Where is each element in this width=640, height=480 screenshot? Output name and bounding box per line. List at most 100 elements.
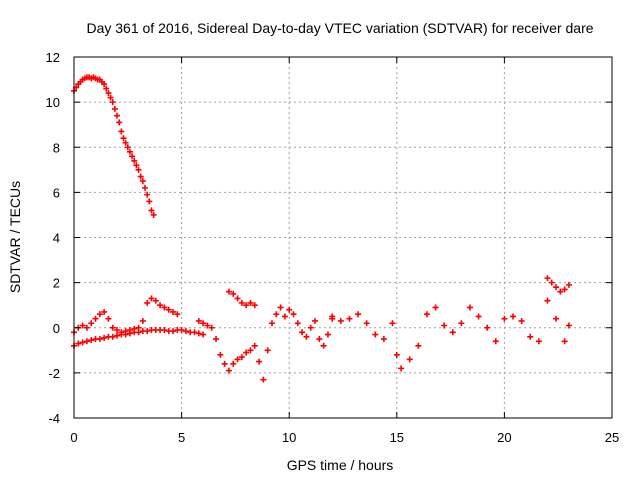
data-point [264,347,271,354]
data-point [363,320,370,327]
data-point [150,211,157,218]
data-point [221,360,228,367]
y-tick-label: 12 [46,50,60,65]
data-point [277,304,284,311]
data-point [307,324,314,331]
series-group [195,304,336,383]
data-point [109,99,116,106]
data-point [200,331,207,338]
data-point [329,313,336,320]
data-point [553,315,560,322]
data-point [118,329,125,336]
x-tick-label: 0 [70,430,77,445]
data-point [114,327,121,334]
data-point [135,324,142,331]
data-point [144,191,151,198]
data-point [389,320,396,327]
data-point [548,279,555,286]
data-point [432,304,439,311]
data-point [213,336,220,343]
x-tick-label: 10 [282,430,296,445]
data-point [126,327,133,334]
data-point [139,178,146,185]
data-point [114,112,121,119]
tick-layer: 0 5 10 15 20 25 -4 -2 0 2 4 6 8 10 12 [46,50,620,445]
data-point [101,81,108,88]
data-point [544,297,551,304]
data-point [92,315,99,322]
data-point [380,336,387,343]
data-point [169,328,176,335]
data-point [230,290,237,297]
data-point [423,311,430,318]
series-group [71,327,207,349]
data-point [247,299,254,306]
y-tick-label: -4 [48,411,60,426]
data-point [103,85,110,92]
data-point [142,184,149,191]
series-group [71,74,157,218]
data-point [83,324,90,331]
data-point [243,302,250,309]
data-point [561,338,568,345]
data-point [312,317,319,324]
data-point [161,327,168,334]
data-point [161,304,168,311]
data-point [260,376,267,383]
data-point [553,284,560,291]
grid-layer [74,57,612,418]
data-point [131,325,138,332]
data-point [148,295,155,302]
data-point [169,308,176,315]
data-point [557,288,564,295]
data-point [174,311,181,318]
data-point [135,166,142,173]
data-point [238,299,245,306]
data-point [475,313,482,320]
data-point [561,286,568,293]
data-point [441,322,448,329]
data-point [243,349,250,356]
data-point [324,331,331,338]
series-group [544,275,572,295]
data-point [303,333,310,340]
series-group [225,288,258,309]
data-point [398,365,405,372]
data-point [126,148,133,155]
data-point [535,338,542,345]
data-point [393,351,400,358]
data-point [133,162,140,169]
data-point [225,367,232,374]
series-group [329,297,572,372]
data-point [75,340,82,347]
data-point [96,311,103,318]
data-point [299,329,306,336]
data-point [195,317,202,324]
data-point [225,288,232,295]
data-point [346,315,353,322]
data-point [79,322,86,329]
data-point [109,324,116,331]
data-point [129,153,136,160]
x-tick-label: 25 [605,430,619,445]
data-point [122,139,129,146]
data-point [204,322,211,329]
data-point [355,311,362,318]
data-point [96,336,103,343]
data-point [230,360,237,367]
data-point [139,317,146,324]
data-point [157,302,164,309]
data-point [247,347,254,354]
y-tick-label: 6 [53,185,60,200]
data-point [256,358,263,365]
data-point [165,306,172,313]
data-point [415,342,422,349]
data-point [131,157,138,164]
data-point [518,317,525,324]
data-point [449,329,456,336]
y-tick-label: 0 [53,321,60,336]
x-tick-label: 15 [390,430,404,445]
data-point [273,311,280,318]
data-point [544,275,551,282]
